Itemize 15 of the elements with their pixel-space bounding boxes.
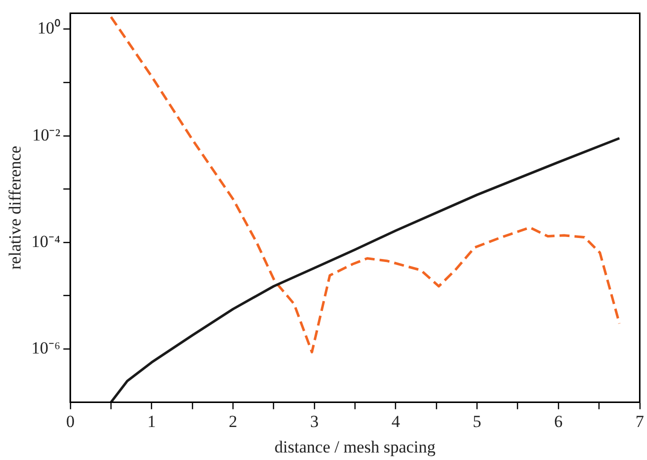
y-tick-label: 10⁻² bbox=[32, 125, 60, 144]
x-tick-label: 6 bbox=[554, 412, 563, 431]
x-tick-label: 7 bbox=[636, 412, 644, 431]
x-axis-title: distance / mesh spacing bbox=[274, 437, 436, 456]
x-tick-label: 2 bbox=[228, 412, 238, 431]
y-tick-label: 10⁻⁶ bbox=[31, 338, 60, 358]
x-tick-label: 4 bbox=[391, 412, 400, 431]
line-series bbox=[110, 16, 621, 354]
x-tick-label: 1 bbox=[147, 412, 156, 431]
x-tick-label: 0 bbox=[66, 412, 75, 431]
x-tick-label: 5 bbox=[472, 412, 482, 431]
x-tick-label: 3 bbox=[310, 412, 319, 431]
y-axis-title: relative difference bbox=[6, 146, 25, 270]
y-tick-label: 10⁻⁴ bbox=[31, 232, 60, 251]
y-tick-label: 10⁰ bbox=[37, 18, 60, 38]
